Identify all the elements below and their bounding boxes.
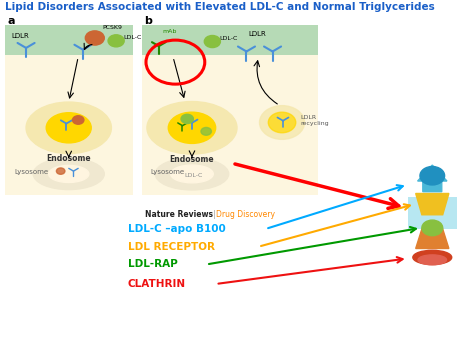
Text: |: | <box>213 210 216 219</box>
Ellipse shape <box>26 102 111 153</box>
Ellipse shape <box>171 165 213 183</box>
Polygon shape <box>416 229 449 248</box>
Text: LDL-C –apo B100: LDL-C –apo B100 <box>128 224 226 234</box>
Ellipse shape <box>413 250 452 264</box>
Ellipse shape <box>46 113 91 143</box>
Ellipse shape <box>155 158 228 190</box>
Text: Drug Discovery: Drug Discovery <box>216 210 275 219</box>
FancyBboxPatch shape <box>5 55 133 195</box>
Text: mAb: mAb <box>162 29 176 34</box>
Ellipse shape <box>147 102 237 154</box>
Text: Endosome: Endosome <box>46 154 91 163</box>
Text: PCSK9: PCSK9 <box>102 25 122 30</box>
FancyBboxPatch shape <box>5 25 133 55</box>
Circle shape <box>204 36 220 48</box>
Text: CLATHRIN: CLATHRIN <box>128 279 186 289</box>
Circle shape <box>85 31 104 45</box>
Text: LDL RECEPTOR: LDL RECEPTOR <box>128 242 215 252</box>
Text: LDLR: LDLR <box>249 31 266 37</box>
Ellipse shape <box>48 165 89 182</box>
FancyArrow shape <box>418 165 447 192</box>
FancyBboxPatch shape <box>142 55 318 195</box>
Text: Lysosome: Lysosome <box>14 169 48 175</box>
Text: LDLR: LDLR <box>12 33 29 38</box>
Text: LDL-C: LDL-C <box>123 36 142 40</box>
Text: LDLR
recycling: LDLR recycling <box>300 115 328 126</box>
Circle shape <box>181 114 193 124</box>
Text: Nature Reviews: Nature Reviews <box>145 210 212 219</box>
Circle shape <box>56 168 65 174</box>
Ellipse shape <box>268 112 296 133</box>
Text: LDL-C: LDL-C <box>184 173 202 178</box>
Text: LDL-C: LDL-C <box>219 36 238 41</box>
Ellipse shape <box>33 158 104 190</box>
Ellipse shape <box>418 255 447 265</box>
Polygon shape <box>416 193 449 215</box>
Text: Lipid Disorders Associated with Elevated LDL-C and Normal Triglycerides: Lipid Disorders Associated with Elevated… <box>5 2 435 12</box>
Ellipse shape <box>259 105 304 139</box>
Circle shape <box>422 220 443 236</box>
FancyBboxPatch shape <box>408 197 457 229</box>
Text: LDL-RAP: LDL-RAP <box>128 260 178 269</box>
Text: a: a <box>7 16 15 26</box>
Circle shape <box>108 35 124 47</box>
FancyBboxPatch shape <box>142 25 318 55</box>
Text: Lysosome: Lysosome <box>151 169 185 175</box>
Ellipse shape <box>168 112 216 143</box>
Circle shape <box>420 166 445 185</box>
Text: b: b <box>145 16 153 26</box>
Text: Endosome: Endosome <box>170 155 214 164</box>
Circle shape <box>201 127 211 135</box>
Circle shape <box>73 116 84 124</box>
